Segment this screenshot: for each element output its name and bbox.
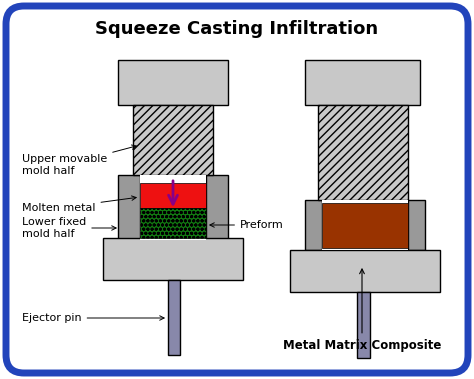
Bar (322, 203, 408, 248)
Bar (168, 280, 180, 355)
Text: Lower fixed
mold half: Lower fixed mold half (22, 217, 116, 239)
Text: Metal Matrix Composite: Metal Matrix Composite (283, 269, 441, 351)
Bar (290, 250, 440, 292)
Bar (357, 292, 370, 358)
Bar (118, 175, 140, 240)
Text: Preform: Preform (210, 220, 284, 230)
Bar (118, 60, 228, 105)
FancyBboxPatch shape (6, 6, 468, 373)
Bar (140, 183, 206, 208)
Text: Squeeze Casting Infiltration: Squeeze Casting Infiltration (95, 20, 379, 38)
Bar (408, 200, 425, 250)
Text: Ejector pin: Ejector pin (22, 313, 164, 323)
Bar (318, 105, 408, 200)
Text: Molten metal: Molten metal (22, 196, 136, 213)
Bar (140, 208, 206, 238)
Bar (305, 200, 322, 250)
Bar (322, 200, 408, 250)
Bar (206, 175, 228, 240)
Bar (140, 175, 206, 240)
Bar (305, 60, 420, 105)
Bar (133, 105, 213, 175)
Bar (103, 238, 243, 280)
Text: Upper movable
mold half: Upper movable mold half (22, 145, 136, 176)
